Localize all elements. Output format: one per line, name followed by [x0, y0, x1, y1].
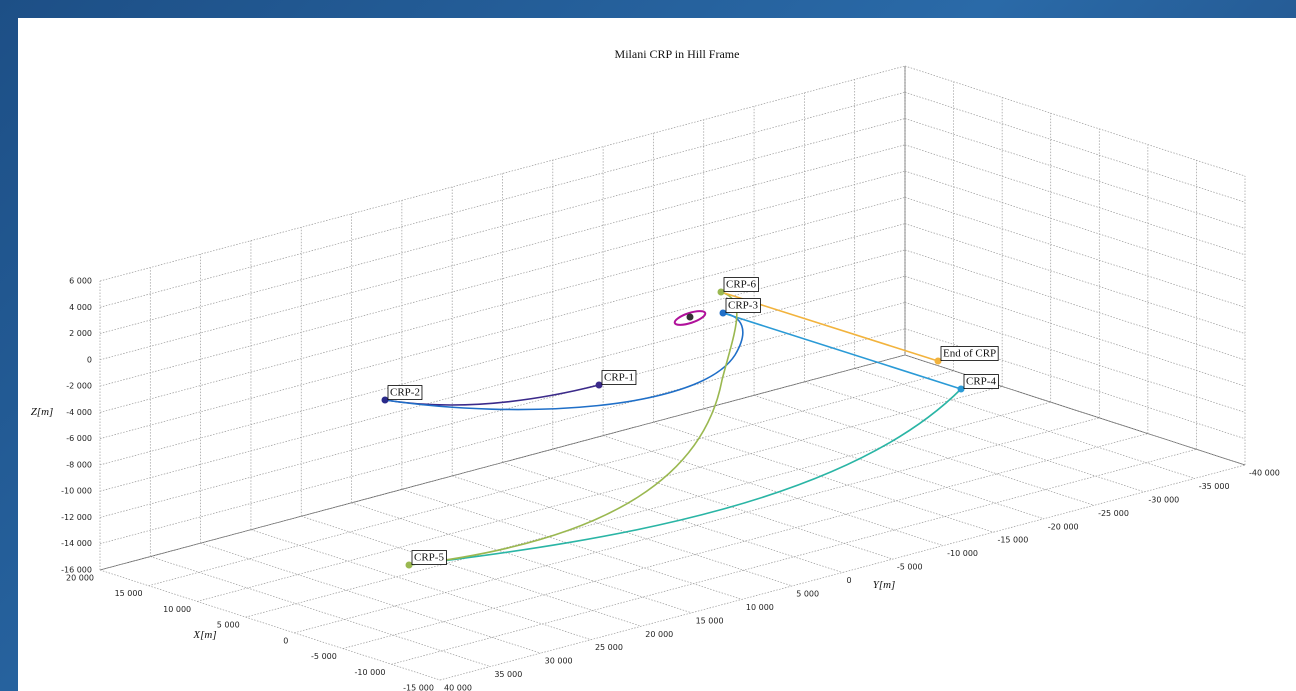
y-tick-label: -10 000 [947, 549, 978, 558]
x-tick-label: 10 000 [163, 605, 191, 614]
z-tick-label: -6 000 [66, 434, 92, 443]
z-tick-label: -4 000 [66, 408, 92, 417]
x-tick-label: 5 000 [217, 621, 240, 630]
point-marker [406, 562, 413, 569]
z-tick-label: -10 000 [61, 487, 92, 496]
point-label: CRP-6 [726, 279, 756, 291]
y-tick-label: 0 [847, 576, 852, 585]
y-tick-label: 35 000 [494, 670, 522, 679]
y-tick-label: 15 000 [696, 616, 724, 625]
z-tick-label: 6 000 [69, 277, 92, 286]
y-axis-label: Y[m] [873, 579, 896, 591]
y-tick-label: -25 000 [1098, 509, 1129, 518]
y-tick-label: -40 000 [1249, 469, 1280, 478]
y-tick-label: 40 000 [444, 684, 472, 691]
y-tick-label: 10 000 [746, 603, 774, 612]
point-marker [596, 382, 603, 389]
point-marker [720, 310, 727, 317]
y-tick-label: 30 000 [545, 657, 573, 666]
x-tick-label: -10 000 [355, 668, 386, 677]
point-marker [382, 397, 389, 404]
z-tick-label: -8 000 [66, 460, 92, 469]
point-label: CRP-1 [604, 372, 634, 384]
x-tick-label: 15 000 [115, 589, 143, 598]
chart: Milani CRP in Hill Frame Z[m] X[m] Y[m] … [0, 0, 1296, 691]
x-tick-label: 20 000 [66, 574, 94, 583]
y-tick-label: 25 000 [595, 643, 623, 652]
y-tick-label: -15 000 [997, 536, 1028, 545]
z-tick-label: -14 000 [61, 539, 92, 548]
point-label: CRP-3 [728, 300, 758, 312]
x-axis-label: X[m] [192, 629, 216, 641]
y-tick-label: -5 000 [897, 563, 923, 572]
point-label: End of CRP [943, 348, 996, 360]
asteroid [687, 314, 694, 321]
x-tick-label: -5 000 [311, 652, 337, 661]
x-tick-label: -15 000 [403, 684, 434, 691]
z-tick-label: 2 000 [69, 329, 92, 338]
y-tick-label: 20 000 [645, 630, 673, 639]
z-tick-label: 4 000 [69, 303, 92, 312]
point-marker [958, 386, 965, 393]
y-tick-label: -20 000 [1048, 522, 1079, 531]
y-tick-label: -30 000 [1148, 495, 1179, 504]
point-marker [718, 289, 725, 296]
z-tick-label: -16 000 [61, 566, 92, 575]
chart-title: Milani CRP in Hill Frame [615, 47, 740, 61]
y-tick-label: -35 000 [1199, 482, 1230, 491]
z-axis-label: Z[m] [31, 406, 54, 418]
x-tick-label: 0 [283, 636, 288, 645]
point-marker [935, 358, 942, 365]
z-tick-label: -12 000 [61, 513, 92, 522]
point-label: CRP-4 [966, 376, 996, 388]
y-tick-label: 5 000 [796, 589, 819, 598]
point-label: CRP-5 [414, 552, 444, 564]
plot-background [18, 18, 1296, 691]
z-tick-label: 0 [87, 355, 92, 364]
point-label: CRP-2 [390, 387, 420, 399]
z-tick-label: -2 000 [66, 382, 92, 391]
